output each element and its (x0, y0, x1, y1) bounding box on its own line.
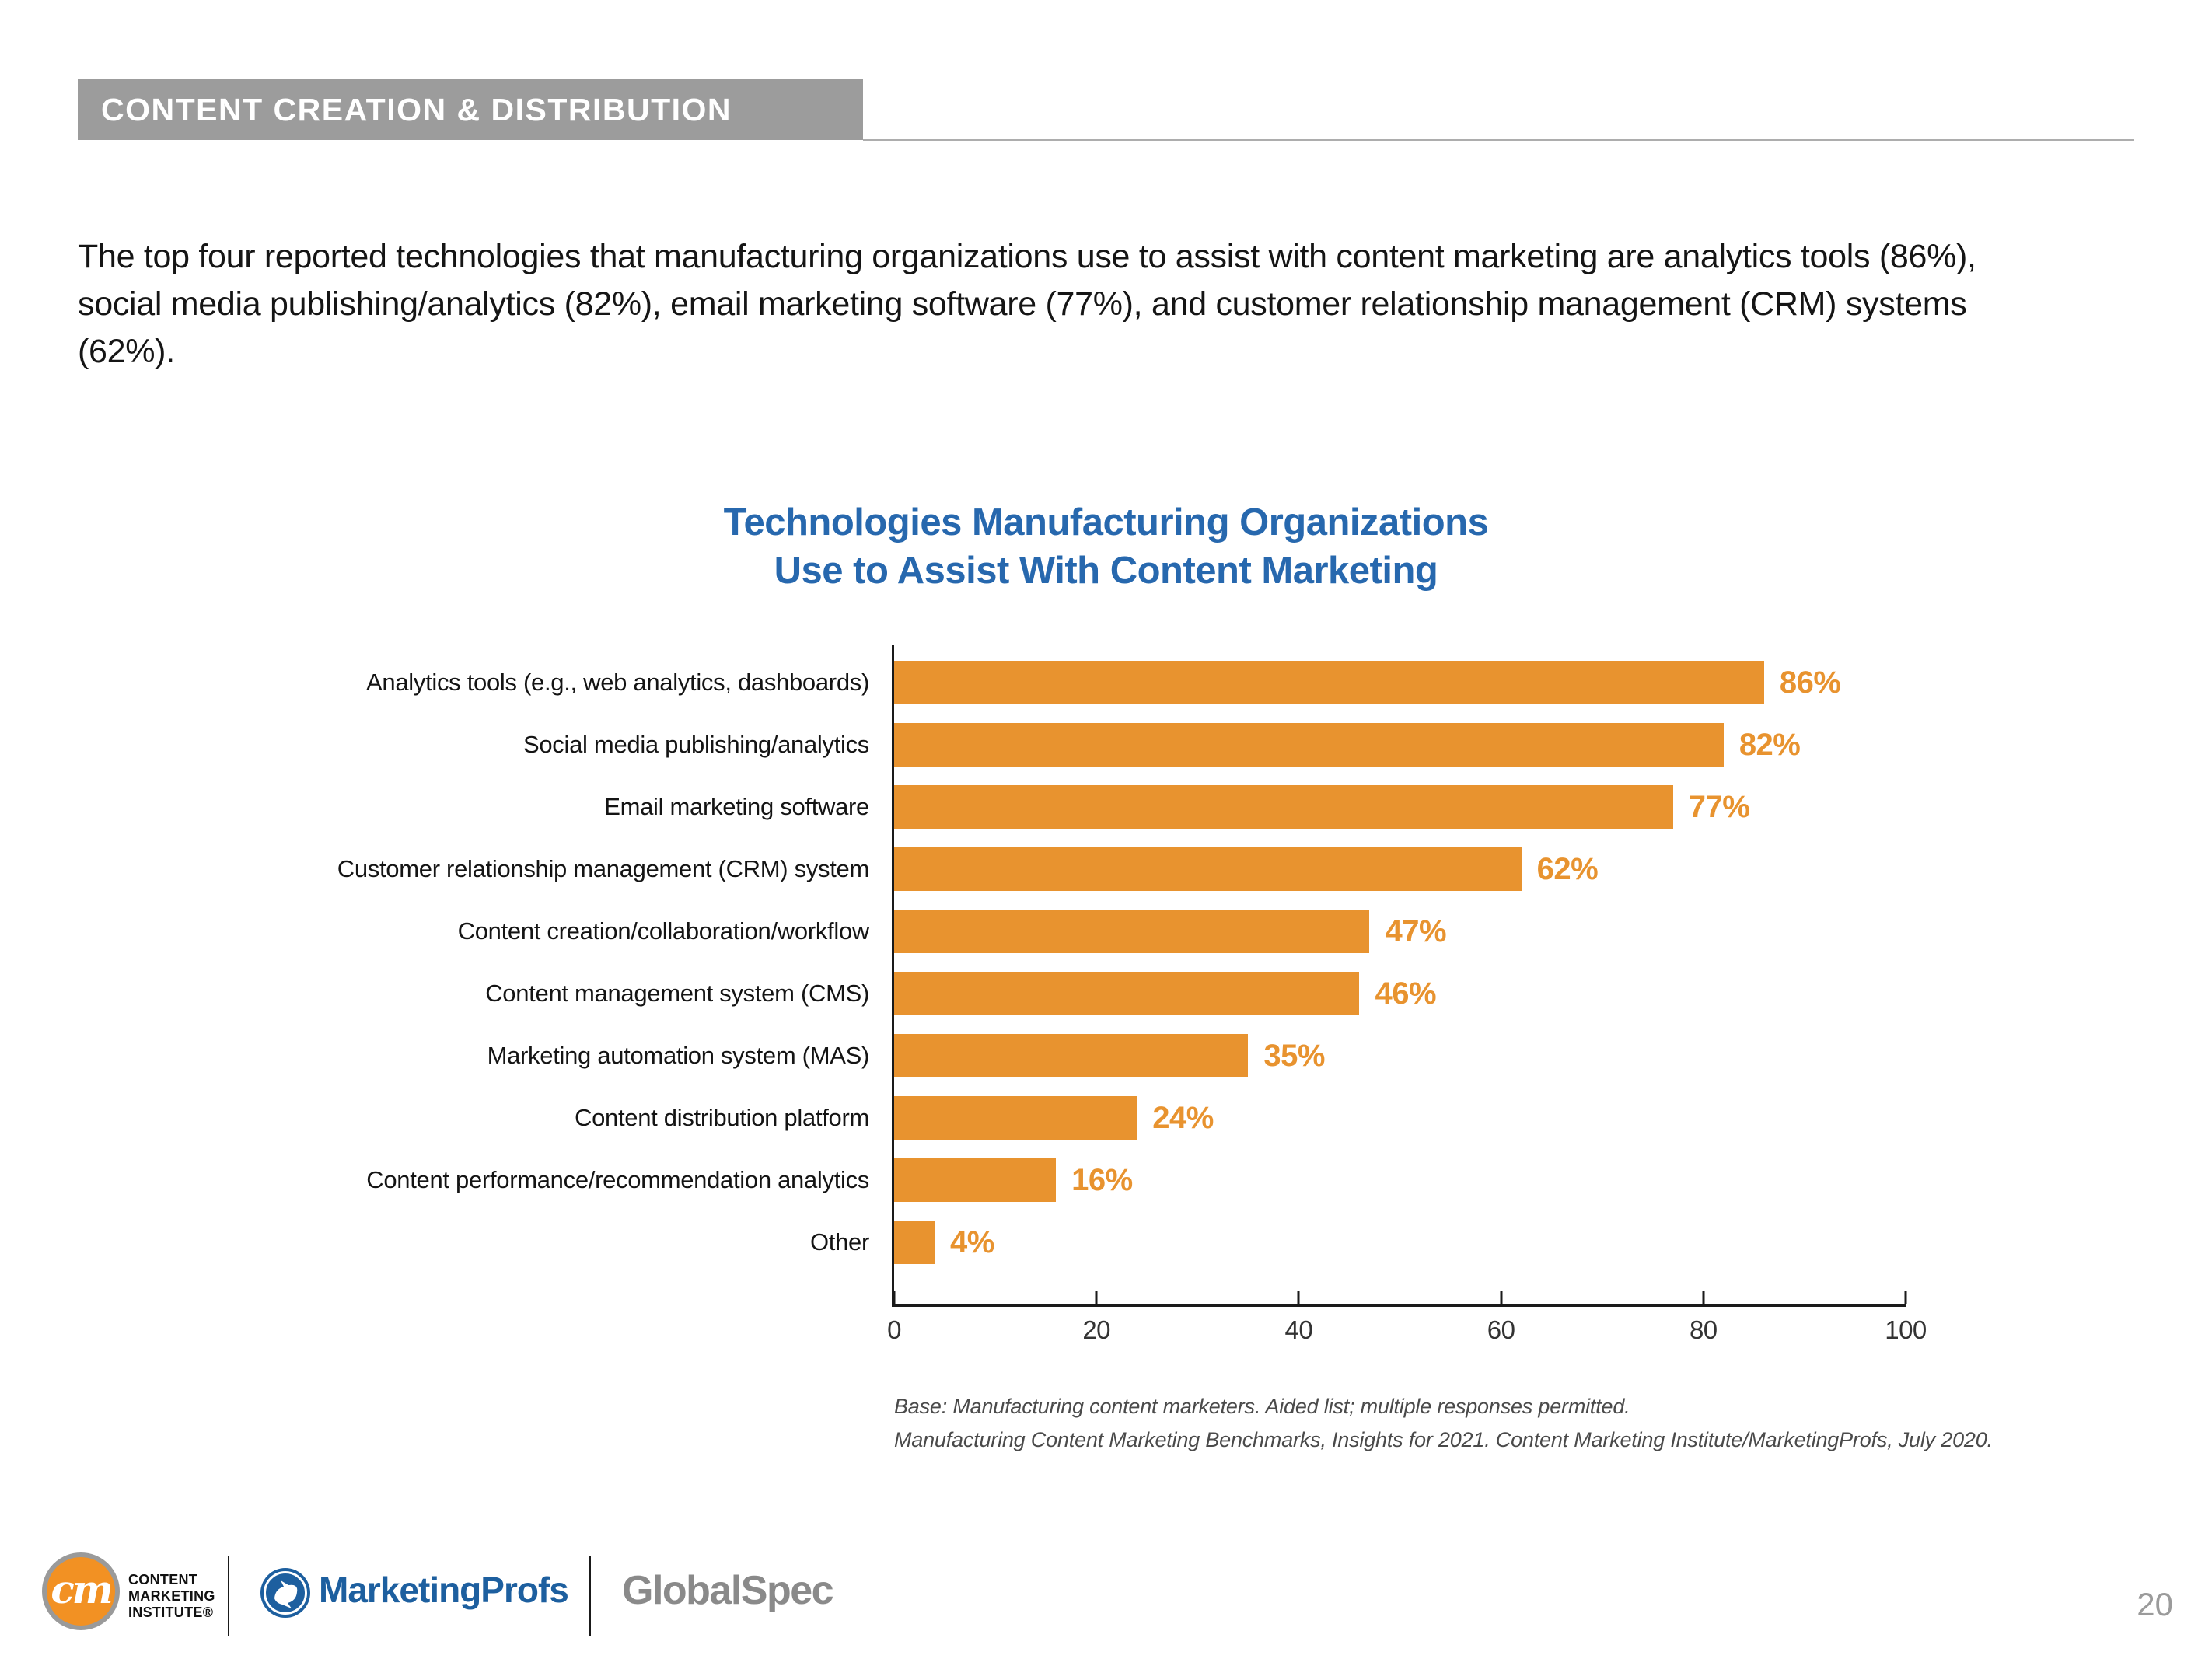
chart-row: 77% (894, 776, 1906, 838)
x-tick-mark (1702, 1291, 1705, 1304)
marketingprofs-bird-icon (260, 1567, 311, 1619)
footnote-source: Manufacturing Content Marketing Benchmar… (894, 1428, 1993, 1452)
globalspec-logo-text: GlobalSpec (622, 1568, 834, 1613)
category-label: Content management system (CMS) (485, 980, 869, 1007)
category-label: Customer relationship management (CRM) s… (337, 855, 870, 882)
chart-row: 47% (894, 900, 1906, 962)
chart-title-line-2: Use to Assist With Content Marketing (774, 549, 1438, 592)
cmi-text-line-2: MARKETING (128, 1588, 215, 1605)
x-tick-mark (893, 1291, 896, 1304)
bar-value-label: 4% (950, 1224, 994, 1259)
category-label: Analytics tools (e.g., web analytics, da… (366, 669, 869, 696)
chart-row: 62% (894, 838, 1906, 900)
bar (894, 785, 1673, 829)
footer-divider-1 (228, 1556, 229, 1636)
bar-value-label: 16% (1071, 1162, 1133, 1197)
chart-row: 86% (894, 651, 1906, 714)
bar-value-label: 62% (1536, 851, 1599, 886)
x-tick-label: 60 (1487, 1315, 1515, 1344)
x-tick-mark (1500, 1291, 1503, 1304)
intro-paragraph: The top four reported technologies that … (78, 238, 1976, 371)
x-tick-label: 80 (1689, 1315, 1718, 1344)
category-label: Social media publishing/analytics (522, 731, 869, 758)
category-label: Email marketing software (604, 793, 869, 820)
bar-value-label: 46% (1375, 976, 1437, 1011)
bar-value-label: 35% (1263, 1038, 1325, 1073)
bar (894, 1034, 1249, 1077)
marketingprofs-logo-text: MarketingProfs (319, 1570, 569, 1610)
chart-footnotes: Base: Manufacturing content marketers. A… (894, 1390, 1993, 1457)
x-tick-mark (1095, 1291, 1098, 1304)
bar-value-label: 77% (1688, 789, 1750, 824)
page-number: 20 (2137, 1586, 2173, 1622)
bar (894, 1158, 1057, 1202)
cmi-text-line-1: CONTENT (128, 1572, 198, 1587)
x-tick-mark (1297, 1291, 1300, 1304)
bar-value-label: 82% (1738, 727, 1801, 762)
x-tick-label: 100 (1885, 1315, 1927, 1344)
bar (894, 972, 1360, 1015)
chart-plot-area: 86% 82% 77% 62% 47% 46% 35% 24% 16% 4% 0 20 40 60 80 1… (887, 645, 1927, 1344)
bar (894, 723, 1724, 767)
category-label: Marketing automation system (MAS) (487, 1042, 870, 1069)
cmi-text-line-3: INSTITUTE® (128, 1605, 214, 1621)
x-tick-label: 40 (1284, 1315, 1313, 1344)
bar (894, 847, 1522, 891)
bar-value-label: 47% (1385, 913, 1447, 948)
section-header: CONTENT CREATION & DISTRIBUTION (78, 79, 863, 140)
category-label: Content creation/collaboration/workflow (457, 917, 870, 945)
chart-row: 35% (894, 1025, 1906, 1087)
bar (894, 1221, 935, 1264)
chart-rows: 86% 82% 77% 62% 47% 46% 35% 24% 16% 4% (894, 651, 1906, 1273)
bar (894, 910, 1370, 953)
cmi-logo-icon: cm (42, 1552, 120, 1630)
header-divider-line (863, 139, 2134, 141)
chart-title-line-1: Technologies Manufacturing Organizations (723, 501, 1489, 543)
category-label: Content distribution platform (575, 1104, 869, 1131)
chart-row: 82% (894, 714, 1906, 776)
chart-row: 4% (894, 1211, 1906, 1273)
bar (894, 1096, 1137, 1140)
bar (894, 661, 1764, 704)
section-title: CONTENT CREATION & DISTRIBUTION (101, 91, 732, 127)
chart-row: 24% (894, 1087, 1906, 1149)
category-label: Content performance/recommendation analy… (366, 1166, 869, 1193)
chart-title: Technologies Manufacturing Organizations… (0, 499, 2212, 595)
x-tick-mark (1904, 1291, 1907, 1304)
footnote-base: Base: Manufacturing content marketers. A… (894, 1395, 1630, 1418)
x-tick-label: 20 (1082, 1315, 1111, 1344)
bar-value-label: 86% (1779, 665, 1841, 700)
bar-value-label: 24% (1152, 1100, 1214, 1135)
category-label: Other (809, 1228, 869, 1256)
cmi-monogram: cm (51, 1566, 113, 1612)
chart-category-labels: Analytics tools (e.g., web analytics, da… (54, 651, 870, 1273)
footer-divider-2 (589, 1556, 591, 1636)
chart-row: 16% (894, 1149, 1906, 1211)
x-tick-label: 0 (887, 1315, 901, 1344)
cmi-logo-text: CONTENT MARKETING INSTITUTE® (128, 1572, 215, 1622)
chart-row: 46% (894, 962, 1906, 1025)
